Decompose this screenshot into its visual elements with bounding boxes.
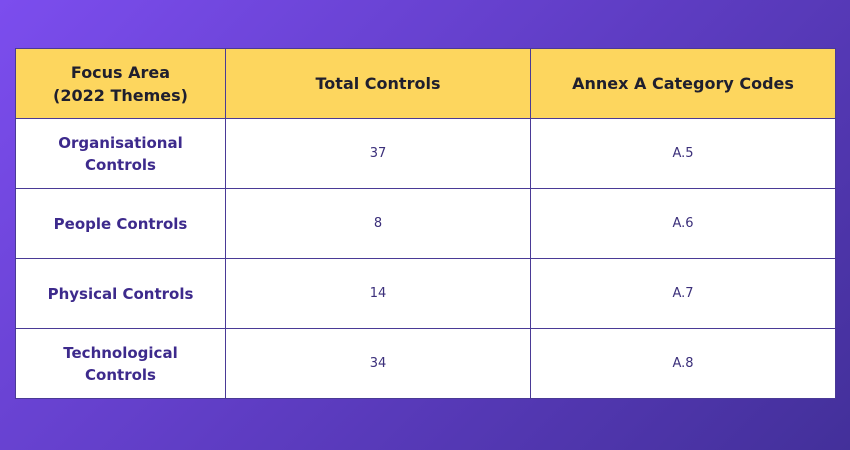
header-cell: Total Controls <box>225 48 531 119</box>
table-cell: 14 <box>225 258 531 329</box>
table-cell: 37 <box>225 118 531 189</box>
table-cell: A.7 <box>530 258 836 329</box>
table-cell: 34 <box>225 328 531 399</box>
row-label: Technological Controls <box>15 328 226 399</box>
row-label: Physical Controls <box>15 258 226 329</box>
table-header: Focus Area (2022 Themes) Total Controls An… <box>15 48 836 119</box>
table-cell: A.6 <box>530 188 836 259</box>
header-cell: Annex A Category Codes <box>530 48 836 119</box>
table-row: Technological Controls 34 A.8 <box>15 328 836 399</box>
table-row: Organisational Controls 37 A.5 <box>15 118 836 189</box>
header-row: Focus Area (2022 Themes) Total Controls An… <box>15 48 836 119</box>
table-cell: A.8 <box>530 328 836 399</box>
table-row: People Controls 8 A.6 <box>15 188 836 259</box>
table-row: Physical Controls 14 A.7 <box>15 258 836 329</box>
table-cell: A.5 <box>530 118 836 189</box>
controls-table: Focus Area (2022 Themes) Total Controls An… <box>15 48 836 399</box>
row-label: Organisational Controls <box>15 118 226 189</box>
row-label: People Controls <box>15 188 226 259</box>
table-body: Organisational Controls 37 A.5 People Contr… <box>15 118 836 399</box>
header-cell: Focus Area (2022 Themes) <box>15 48 226 119</box>
table-cell: 8 <box>225 188 531 259</box>
